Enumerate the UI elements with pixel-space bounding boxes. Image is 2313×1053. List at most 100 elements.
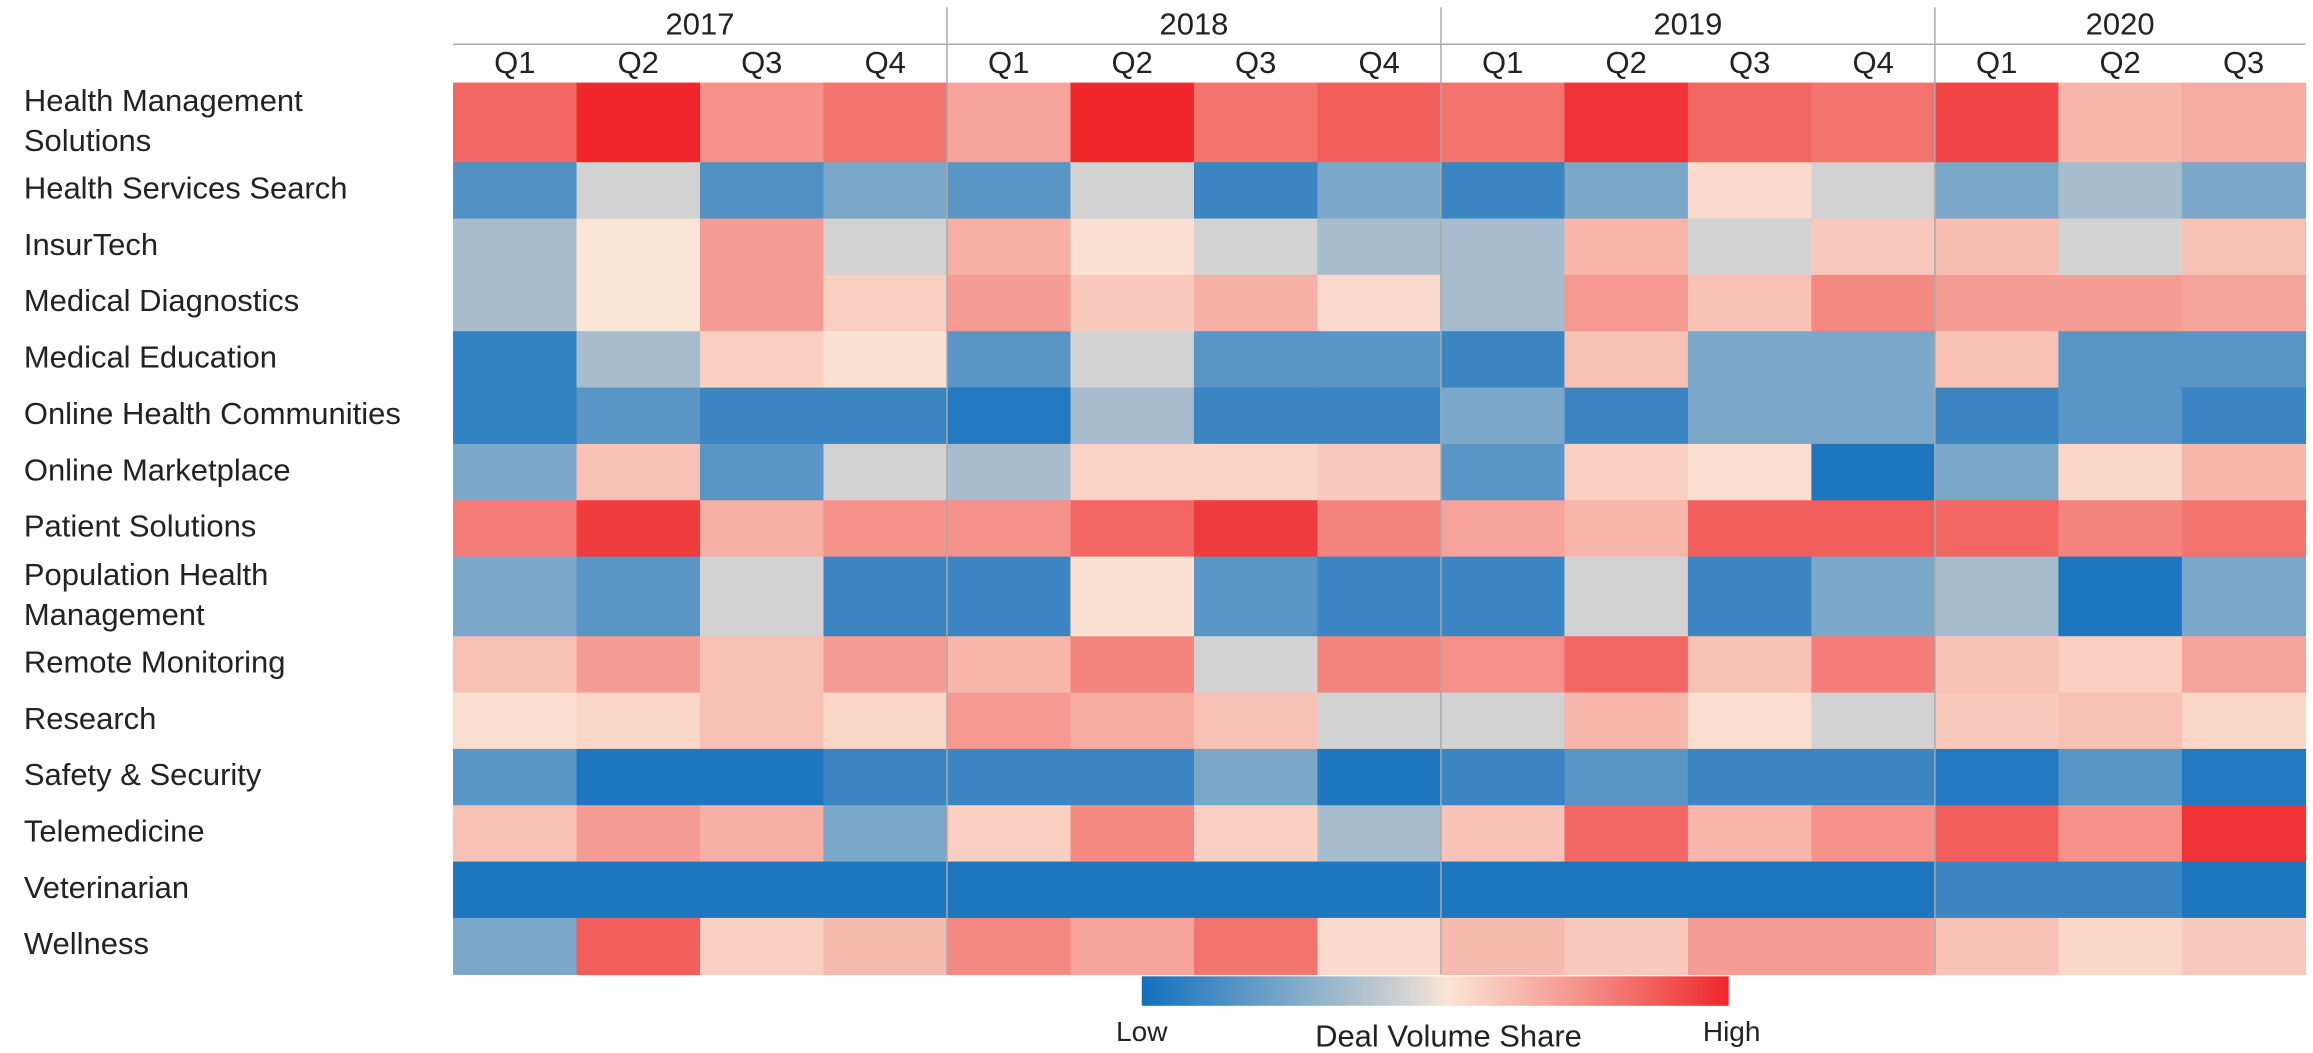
quarter-label: Q3 xyxy=(1235,45,1276,80)
heat-cell xyxy=(1934,331,2060,389)
row-label: Population Health Management xyxy=(24,557,277,632)
heat-cell xyxy=(2058,636,2183,694)
row-label: Patient Solutions xyxy=(24,509,256,544)
heat-cell xyxy=(453,636,578,694)
heat-cell xyxy=(700,274,825,332)
heat-cell xyxy=(2058,274,2183,332)
row-label: Telemedicine xyxy=(24,814,205,849)
heat-cell xyxy=(1440,218,1566,276)
heat-cell xyxy=(1070,331,1195,389)
heat-cell xyxy=(1440,82,1566,163)
heat-cell xyxy=(1193,218,1319,276)
heat-cell xyxy=(823,805,948,863)
heat-cell xyxy=(946,82,1072,163)
heat-cell xyxy=(1070,387,1195,445)
heat-cell xyxy=(453,218,578,276)
heat-cell xyxy=(2181,218,2307,276)
heat-cell xyxy=(1564,861,1689,919)
heat-cell xyxy=(1440,748,1566,806)
heat-cell xyxy=(1564,692,1689,750)
heat-cell xyxy=(1070,218,1195,276)
heat-cell xyxy=(2181,861,2307,919)
heat-cell xyxy=(2181,331,2307,389)
heat-cell xyxy=(1317,636,1442,694)
heat-cell xyxy=(1934,861,2060,919)
heat-cell xyxy=(823,556,948,637)
heat-cell xyxy=(1440,556,1566,637)
heat-cell xyxy=(1687,805,1813,863)
heat-cell xyxy=(1070,805,1195,863)
heat-cell xyxy=(1317,500,1442,558)
heat-cell xyxy=(2181,556,2307,637)
heat-cell xyxy=(1317,805,1442,863)
heat-cell xyxy=(700,556,825,637)
heat-cell xyxy=(1934,556,2060,637)
colorbar-low: Low xyxy=(1116,1016,1168,1047)
row-label: Veterinarian xyxy=(24,870,189,905)
heat-cell xyxy=(1934,162,2060,220)
heat-cell xyxy=(2181,917,2307,975)
heat-cell xyxy=(1564,917,1689,975)
heat-cell xyxy=(2058,218,2183,276)
heat-cell xyxy=(1193,274,1319,332)
heat-cell xyxy=(453,274,578,332)
heat-cell xyxy=(946,387,1072,445)
heat-cell xyxy=(1687,556,1813,637)
heat-cell xyxy=(823,274,948,332)
heat-cell xyxy=(1317,274,1442,332)
heat-cell xyxy=(453,331,578,389)
heat-cell xyxy=(700,443,825,501)
heat-cell xyxy=(946,443,1072,501)
heat-cell xyxy=(1811,443,1936,501)
heat-cell xyxy=(700,162,825,220)
row-label: Medical Diagnostics xyxy=(24,283,299,318)
heat-cell xyxy=(1070,748,1195,806)
heat-cell xyxy=(576,556,701,637)
quarter-label: Q1 xyxy=(1482,45,1523,80)
heat-cell xyxy=(1687,692,1813,750)
colorbar xyxy=(1141,976,1729,1006)
heat-cell xyxy=(1193,692,1319,750)
heat-cell xyxy=(1193,387,1319,445)
heat-cell xyxy=(1811,636,1936,694)
heat-cell xyxy=(1934,636,2060,694)
heat-cell xyxy=(946,692,1072,750)
heat-cell xyxy=(1564,274,1689,332)
heat-cell xyxy=(1317,748,1442,806)
heat-cell xyxy=(1687,917,1813,975)
heat-cell xyxy=(1811,556,1936,637)
row-label: Online Marketplace xyxy=(24,452,291,487)
heat-cell xyxy=(823,82,948,163)
heat-cell xyxy=(1070,274,1195,332)
heat-cell xyxy=(576,443,701,501)
heat-cell xyxy=(1440,692,1566,750)
heat-cell xyxy=(2181,82,2307,163)
heat-cell xyxy=(1193,636,1319,694)
heat-cell xyxy=(1440,861,1566,919)
heat-cell xyxy=(2058,500,2183,558)
colorbar-title: Deal Volume Share xyxy=(1315,1018,1582,1053)
heat-cell xyxy=(1070,692,1195,750)
heat-cell xyxy=(700,218,825,276)
quarter-label: Q2 xyxy=(1112,45,1153,80)
heat-cell xyxy=(1811,861,1936,919)
heat-cell xyxy=(823,387,948,445)
quarter-label: Q4 xyxy=(865,45,906,80)
heat-cell xyxy=(1440,500,1566,558)
heat-cell xyxy=(2058,387,2183,445)
heat-cell xyxy=(1934,218,2060,276)
row-label: Research xyxy=(24,701,157,736)
heat-cell xyxy=(1934,387,2060,445)
heat-cell xyxy=(1193,443,1319,501)
heat-cell xyxy=(1811,805,1936,863)
heat-cell xyxy=(1193,82,1319,163)
heat-cell xyxy=(1317,218,1442,276)
heat-cell xyxy=(453,692,578,750)
heat-cell xyxy=(1440,805,1566,863)
heat-cell xyxy=(453,443,578,501)
heat-cell xyxy=(823,218,948,276)
heat-cell xyxy=(700,861,825,919)
heat-cell xyxy=(1687,636,1813,694)
year-label: 2017 xyxy=(666,7,735,42)
